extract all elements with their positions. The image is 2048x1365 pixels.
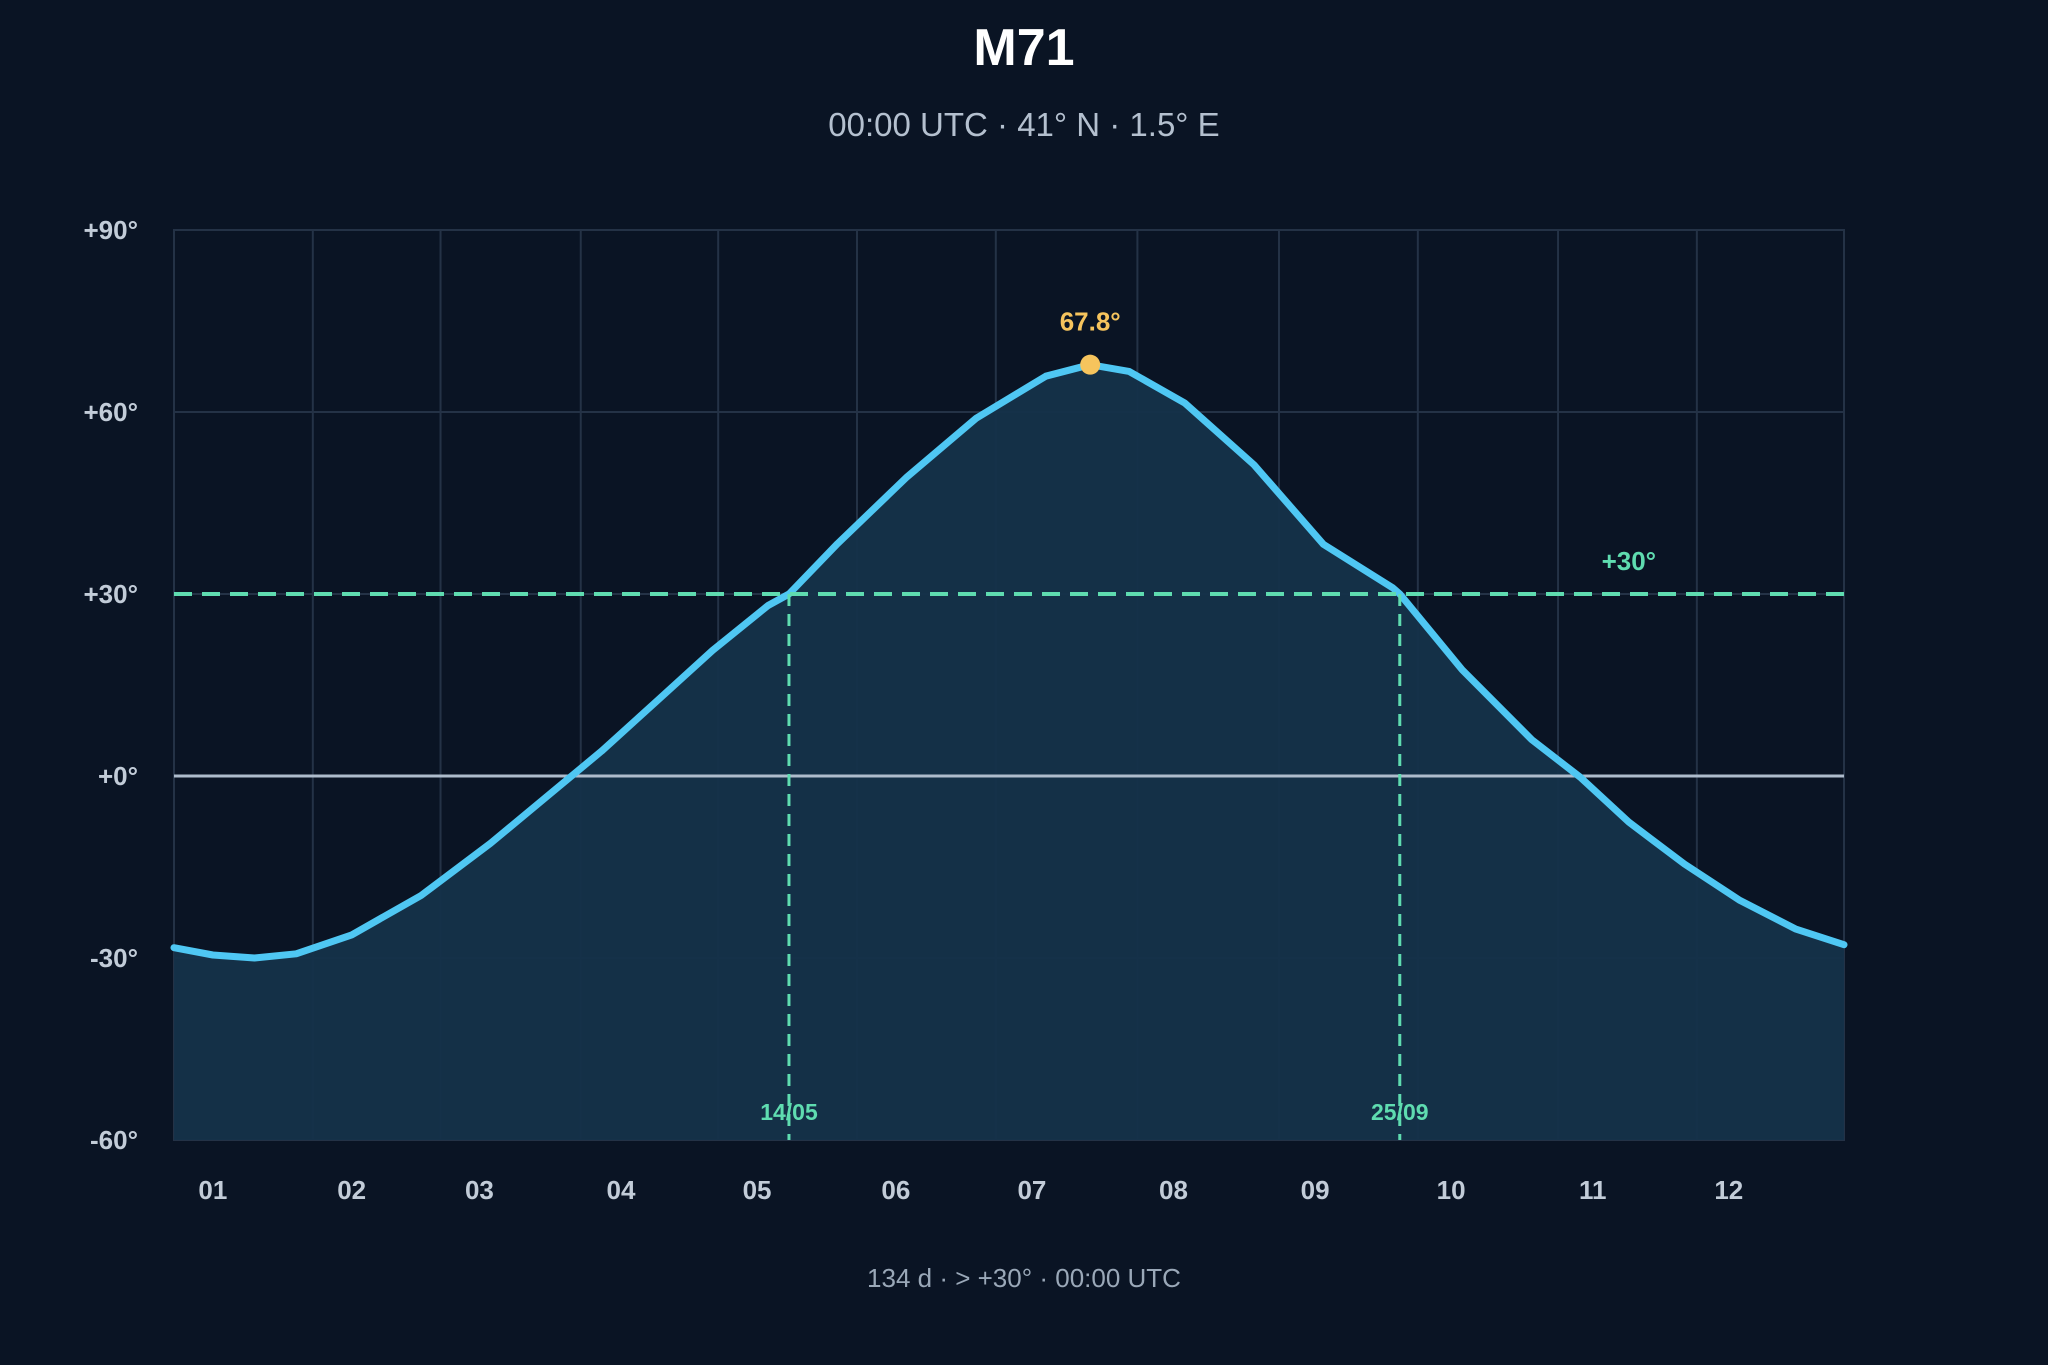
altitude-curve bbox=[170, 361, 1848, 962]
threshold-label: +30° bbox=[1602, 546, 1657, 576]
x-tick-label: 11 bbox=[1579, 1175, 1607, 1205]
crossing-date-label: 14/05 bbox=[760, 1099, 818, 1125]
plot-area bbox=[174, 364, 1844, 1140]
y-tick-label: +60° bbox=[83, 397, 138, 427]
chart-title: M71 bbox=[973, 19, 1075, 77]
x-tick-label: 06 bbox=[881, 1175, 910, 1205]
x-tick-label: 08 bbox=[1159, 1175, 1188, 1205]
x-tick-label: 02 bbox=[337, 1175, 366, 1205]
x-tick-label: 01 bbox=[198, 1175, 227, 1205]
altitude-area bbox=[174, 364, 1844, 1140]
overlays: +30° 14/05 25/09 67.8° bbox=[170, 307, 1848, 1140]
y-tick-label: -60° bbox=[90, 1125, 138, 1155]
y-tick-label: +30° bbox=[83, 579, 138, 609]
axis-ticks: +90° +60° +30° +0° -30° -60° 01 02 03 04 05 06 07 08 0… bbox=[83, 215, 1743, 1205]
x-tick-label: 10 bbox=[1437, 1175, 1466, 1205]
x-tick-label: 05 bbox=[743, 1175, 772, 1205]
x-tick-label: 07 bbox=[1017, 1175, 1046, 1205]
peak-label: 67.8° bbox=[1060, 307, 1121, 337]
crossing-date-label: 25/09 bbox=[1371, 1099, 1429, 1125]
x-tick-label: 09 bbox=[1301, 1175, 1330, 1205]
chart-subtitle: 00:00 UTC · 41° N · 1.5° E bbox=[828, 106, 1220, 143]
x-tick-label: 12 bbox=[1714, 1175, 1743, 1205]
x-tick-label: 03 bbox=[465, 1175, 494, 1205]
chart-footer: 134 d · > +30° · 00:00 UTC bbox=[867, 1263, 1181, 1293]
y-tick-label: -30° bbox=[90, 943, 138, 973]
y-tick-label: +0° bbox=[98, 761, 138, 791]
x-tick-label: 04 bbox=[607, 1175, 636, 1205]
peak-marker bbox=[1080, 354, 1101, 375]
y-tick-label: +90° bbox=[83, 215, 138, 245]
